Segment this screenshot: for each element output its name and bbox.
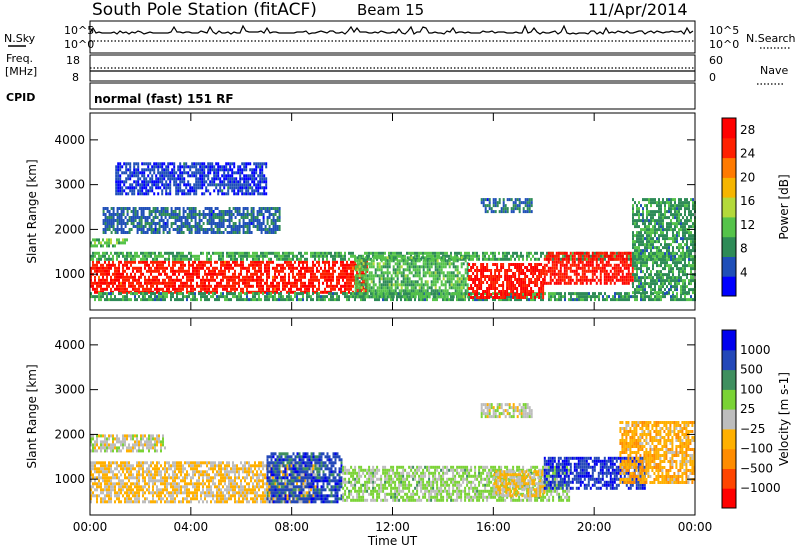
power-colorbar-segment-2 xyxy=(722,236,736,257)
velocity-panel: 1000 2000 3000 4000 00:00 04:00 08:00 12:00 16:0… xyxy=(25,317,791,548)
power-band-3 xyxy=(354,256,469,299)
freq-label-line1: Freq. xyxy=(6,52,33,65)
velocity-colorbar-segment-5 xyxy=(722,389,736,410)
date-label: 11/Apr/2014 xyxy=(588,0,688,19)
velocity-xtick-label-5: 20:00 xyxy=(577,520,612,534)
velocity-colorbar-tick-6: −500 xyxy=(740,461,773,475)
velocity-colorbar-frame xyxy=(721,329,737,509)
power-colorbar-tick-5: 24 xyxy=(740,147,755,161)
velocity-colorbar-segment-8 xyxy=(722,330,736,351)
freq-tick-top: 18 xyxy=(66,54,80,67)
velocity-colorbar-tick-2: 100 xyxy=(740,382,763,396)
velocity-ytick-label-0: 1000 xyxy=(54,472,85,486)
power-ytick-label-3: 4000 xyxy=(54,133,85,147)
noise-tick-left-bottom: 10^0 xyxy=(64,38,94,51)
cpid-value: normal (fast) 151 RF xyxy=(94,92,234,106)
power-colorbar-segment-3 xyxy=(722,216,736,238)
freq-tick-bottom: 8 xyxy=(72,71,79,84)
power-colorbar-segment-7 xyxy=(722,137,736,159)
nave-tick-top: 60 xyxy=(709,54,723,67)
power-colorbar-tick-6: 28 xyxy=(740,123,755,137)
power-ylabel: Slant Range [km] xyxy=(25,159,39,263)
power-colorbar-frame xyxy=(721,117,737,297)
velocity-xtick-label-1: 04:00 xyxy=(174,520,209,534)
power-colorbar-segment-5 xyxy=(722,177,736,198)
power-colorbar-tick-2: 12 xyxy=(740,218,755,232)
velocity-band-3 xyxy=(493,470,546,498)
velocity-xtick-label-0: 00:00 xyxy=(73,520,108,534)
power-colorbar-segment-4 xyxy=(722,197,736,218)
velocity-colorbar-tick-5: −100 xyxy=(740,442,773,456)
power-band-9 xyxy=(115,162,268,196)
nave-label: Nave xyxy=(760,64,788,77)
power-colorbar-label: Power [dB] xyxy=(777,174,791,239)
nsky-trace xyxy=(89,24,694,36)
power-band-4 xyxy=(468,263,545,299)
velocity-xtick-label-2: 08:00 xyxy=(274,520,309,534)
velocity-band-7 xyxy=(480,403,533,419)
velocity-xtick-label-3: 12:00 xyxy=(375,520,410,534)
velocity-band-6 xyxy=(90,434,166,453)
velocity-colorbar-segment-3 xyxy=(722,428,736,450)
station-title: South Pole Station (fitACF) xyxy=(92,0,317,20)
power-colorbar-segment-1 xyxy=(722,256,736,277)
velocity-colorbar-segment-0 xyxy=(722,488,736,509)
cpid-label: CPID xyxy=(6,91,35,104)
velocity-band-1 xyxy=(266,452,343,504)
power-colorbar-tick-1: 8 xyxy=(740,242,748,256)
beam-label: Beam 15 xyxy=(357,1,424,19)
power-ytick-label-1: 2000 xyxy=(54,222,85,236)
noise-strip-frame xyxy=(89,20,696,54)
power-colorbar-segment-0 xyxy=(722,276,736,297)
power-band-10 xyxy=(480,198,533,214)
cpid-strip-frame xyxy=(89,82,696,110)
power-panel: 1000 2000 3000 4000 Slant Range [km] 4 8 12 16 20… xyxy=(25,112,791,311)
velocity-colorbar-tick-3: 25 xyxy=(740,402,755,416)
power-colorbar-tick-0: 4 xyxy=(740,265,748,279)
power-band-6 xyxy=(632,198,696,295)
power-ytick-label-2: 3000 xyxy=(54,178,85,192)
power-ytick-label-0: 1000 xyxy=(54,267,85,281)
velocity-ylabel: Slant Range [km] xyxy=(25,364,39,468)
power-colorbar-segment-6 xyxy=(722,157,736,178)
noise-tick-right-bottom: 10^0 xyxy=(709,38,739,51)
velocity-ytick-label-3: 4000 xyxy=(54,338,85,352)
velocity-xtick-label-4: 16:00 xyxy=(476,520,511,534)
nave-tick-bottom: 0 xyxy=(709,71,716,84)
power-colorbar-segment-8 xyxy=(722,118,736,139)
freq-label-line2: [MHz] xyxy=(5,65,37,78)
velocity-colorbar-segment-6 xyxy=(722,369,736,390)
power-band-7 xyxy=(90,238,128,248)
velocity-xtick-label-6: 00:00 xyxy=(678,520,713,534)
velocity-colorbar-tick-0: 1000 xyxy=(740,343,771,357)
velocity-colorbar-tick-4: −25 xyxy=(740,422,765,436)
velocity-colorbar-segment-7 xyxy=(722,349,736,371)
velocity-colorbar-label: Velocity [m s-1] xyxy=(777,372,791,466)
noise-tick-left-top: 10^5 xyxy=(64,24,94,37)
velocity-band-5 xyxy=(619,421,696,484)
power-band-8 xyxy=(102,207,281,234)
velocity-colorbar-segment-2 xyxy=(722,448,736,469)
velocity-ytick-label-2: 3000 xyxy=(54,383,85,397)
velocity-colorbar-tick-7: −1000 xyxy=(740,481,781,495)
noise-tick-right-top: 10^5 xyxy=(709,24,739,37)
velocity-xlabel: Time UT xyxy=(367,534,418,548)
power-colorbar-tick-3: 16 xyxy=(740,194,755,208)
power-colorbar-tick-4: 20 xyxy=(740,170,755,184)
velocity-ytick-label-1: 2000 xyxy=(54,427,85,441)
power-band-0 xyxy=(90,260,368,294)
nsearch-label: N.Search xyxy=(746,32,796,45)
nsky-label: N.Sky xyxy=(4,32,36,45)
noise-trace xyxy=(89,24,695,42)
power-band-5 xyxy=(543,251,634,285)
velocity-colorbar-tick-1: 500 xyxy=(740,363,763,377)
velocity-colorbar-segment-4 xyxy=(722,409,736,430)
velocity-colorbar-segment-1 xyxy=(722,468,736,489)
